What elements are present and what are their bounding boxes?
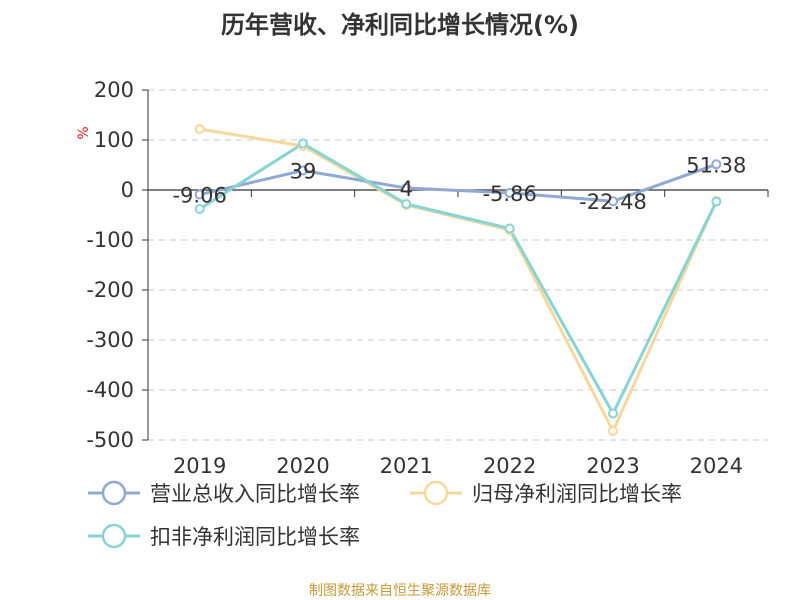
data-point bbox=[298, 138, 308, 149]
legend-marker bbox=[101, 523, 127, 549]
legend-label: 扣非净利润同比增长率 bbox=[150, 525, 360, 549]
source-note: 制图数据来自恒生聚源数据库 bbox=[309, 583, 491, 599]
data-point bbox=[194, 189, 205, 200]
data-point bbox=[608, 408, 618, 419]
y-tick-label: -400 bbox=[86, 378, 134, 402]
data-label: -9.06 bbox=[172, 184, 226, 208]
data-label: 51.38 bbox=[686, 153, 746, 177]
legend-item[interactable]: 营业总收入同比增长率 bbox=[88, 480, 360, 506]
series-line bbox=[199, 162, 717, 203]
data-label: 4 bbox=[400, 177, 413, 201]
data-point bbox=[401, 183, 412, 193]
data-point bbox=[504, 223, 515, 234]
data-point bbox=[608, 196, 618, 207]
legend-item[interactable]: 归母净利润同比增长率 bbox=[410, 480, 682, 506]
data-point bbox=[298, 165, 308, 176]
data-label: -22.48 bbox=[579, 190, 647, 214]
x-tick-label: 2020 bbox=[276, 454, 329, 478]
legend-label: 归母净利润同比增长率 bbox=[472, 482, 682, 506]
x-tick-label: 2022 bbox=[483, 454, 536, 478]
x-tick-label: 2024 bbox=[690, 454, 743, 478]
y-tick-label: -200 bbox=[86, 278, 134, 302]
data-point bbox=[504, 187, 515, 198]
data-point bbox=[401, 199, 412, 209]
data-point bbox=[608, 426, 618, 436]
series-lines bbox=[194, 124, 722, 436]
legend-label: 营业总收入同比增长率 bbox=[150, 482, 360, 506]
y-axis-unit: % bbox=[76, 126, 92, 139]
data-labels: -9.06 39 4 -5.86 -22.48 51.38 bbox=[172, 153, 746, 214]
y-tick-label: -500 bbox=[86, 428, 134, 452]
legend-marker bbox=[101, 480, 127, 506]
data-point bbox=[194, 124, 205, 134]
legend-item[interactable]: 扣非净利润同比增长率 bbox=[88, 523, 360, 549]
x-tick-label: 2023 bbox=[586, 454, 639, 478]
data-point bbox=[711, 159, 722, 170]
y-tick-label: -300 bbox=[86, 328, 134, 352]
legend-marker bbox=[423, 480, 449, 506]
y-tick-label: -100 bbox=[86, 228, 134, 252]
series-line bbox=[198, 142, 718, 415]
x-tick-label: 2019 bbox=[173, 454, 226, 478]
y-tick-label: 100 bbox=[94, 128, 134, 152]
data-label: 39 bbox=[290, 160, 317, 184]
x-tick-label: 2021 bbox=[380, 454, 433, 478]
axes: 200 100 0 -100 -200 -300 -400 -500 2019 2020 2021 2… bbox=[86, 78, 769, 478]
y-tick-label: 200 bbox=[94, 78, 134, 102]
data-point bbox=[194, 204, 205, 214]
grid-lines bbox=[148, 89, 768, 441]
y-tick-label: 0 bbox=[121, 178, 134, 202]
series-line bbox=[199, 127, 718, 433]
chart-title: 历年营收、净利同比增长情况(%) bbox=[221, 11, 579, 39]
data-label: -5.86 bbox=[482, 182, 536, 206]
data-point bbox=[711, 196, 722, 207]
